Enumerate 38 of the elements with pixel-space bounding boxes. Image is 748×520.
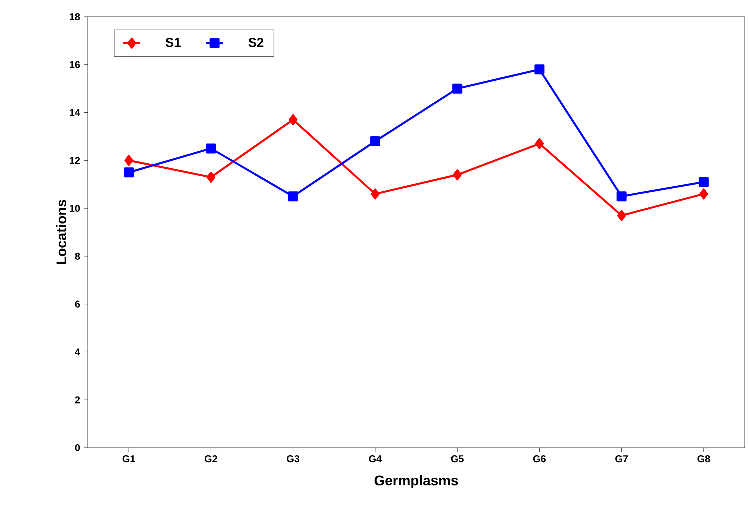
y-tick-label: 4 <box>75 348 80 356</box>
point <box>288 114 298 126</box>
y-tick-label: 8 <box>75 252 80 260</box>
point <box>617 210 626 222</box>
x-tick-label: G3 <box>287 456 300 463</box>
y-tick-label: 12 <box>70 157 80 164</box>
y-tick-label: 2 <box>75 396 80 404</box>
x-tick-label: G4 <box>369 456 382 463</box>
point <box>534 64 545 75</box>
point <box>124 168 134 178</box>
point <box>288 192 298 202</box>
y-tick-label: 10 <box>70 205 80 212</box>
legend-label: S1 <box>166 38 181 48</box>
legend-label: S2 <box>248 38 264 48</box>
y-tick-label: 14 <box>70 109 80 116</box>
x-tick-label: G8 <box>698 456 710 463</box>
point <box>370 136 380 147</box>
point <box>535 138 544 150</box>
y-axis-title: Locations <box>56 200 67 264</box>
point <box>452 84 463 94</box>
x-tick-label: G7 <box>616 456 628 463</box>
x-tick-label: G1 <box>122 456 136 463</box>
x-tick-label: G6 <box>533 456 546 463</box>
point <box>206 172 216 183</box>
point <box>700 188 708 200</box>
point <box>206 144 216 154</box>
point <box>698 177 709 188</box>
y-tick-label: 16 <box>70 61 80 68</box>
x-tick-label: G5 <box>451 456 464 463</box>
y-tick-label: 18 <box>70 13 80 21</box>
point <box>124 155 134 166</box>
y-tick-label: 0 <box>75 444 80 452</box>
point <box>616 192 627 202</box>
point <box>453 170 462 181</box>
x-axis-title: Germplasms <box>374 475 458 488</box>
x-tick-label: G2 <box>204 456 218 463</box>
point <box>371 188 380 200</box>
y-tick-label: 6 <box>75 300 80 308</box>
